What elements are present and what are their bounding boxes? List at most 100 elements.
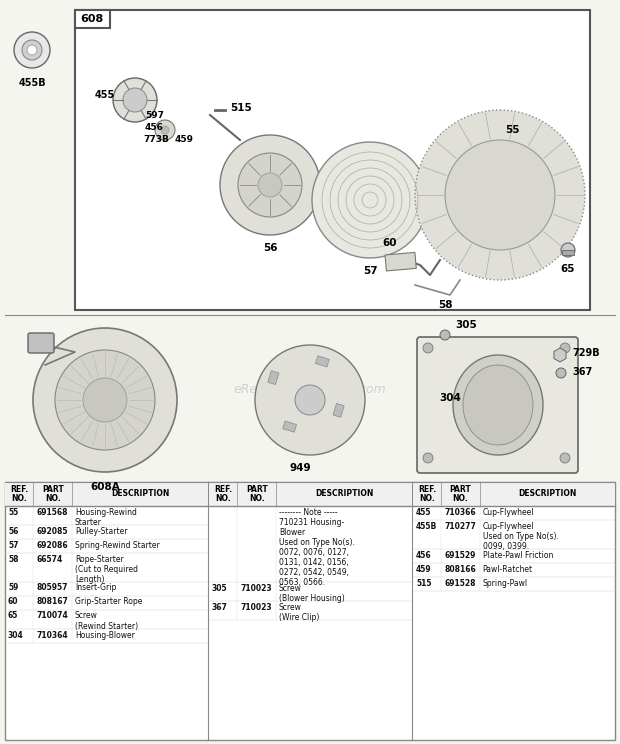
- Text: Screw
(Wire Clip): Screw (Wire Clip): [279, 603, 319, 622]
- Text: 455B: 455B: [416, 522, 437, 531]
- Text: 710074: 710074: [37, 612, 68, 620]
- Text: 58: 58: [8, 555, 19, 564]
- Text: DESCRIPTION: DESCRIPTION: [111, 490, 169, 498]
- Text: REF.
NO.: REF. NO.: [214, 484, 232, 504]
- Circle shape: [312, 142, 428, 258]
- Circle shape: [561, 243, 575, 257]
- Text: 367: 367: [572, 367, 592, 377]
- Bar: [5, 482, 208, 506]
- Text: 808167: 808167: [37, 597, 68, 606]
- Circle shape: [220, 135, 320, 235]
- Text: 691568: 691568: [37, 508, 68, 517]
- Ellipse shape: [453, 355, 543, 455]
- Text: 459: 459: [416, 565, 432, 574]
- Text: 515: 515: [416, 579, 432, 588]
- Circle shape: [155, 120, 175, 140]
- Text: 60: 60: [383, 238, 397, 248]
- Text: 691528: 691528: [445, 579, 476, 588]
- Text: 66574: 66574: [37, 555, 63, 564]
- Bar: [413, 482, 615, 506]
- Text: Grip-Starter Rope: Grip-Starter Rope: [75, 597, 143, 606]
- FancyBboxPatch shape: [417, 337, 578, 473]
- Text: 305: 305: [212, 584, 228, 593]
- Circle shape: [33, 328, 177, 472]
- Text: 710023: 710023: [241, 584, 272, 593]
- Text: PART
NO.: PART NO.: [246, 484, 268, 504]
- Ellipse shape: [463, 365, 533, 445]
- Text: 805957: 805957: [37, 583, 68, 592]
- Text: REF.
NO.: REF. NO.: [418, 484, 436, 504]
- Text: PART
NO.: PART NO.: [450, 484, 471, 504]
- Text: 305: 305: [455, 320, 477, 330]
- Bar: [5, 482, 615, 740]
- Text: 304: 304: [439, 393, 461, 403]
- Bar: [316, 356, 329, 367]
- Text: Plate-Pawl Friction: Plate-Pawl Friction: [482, 551, 553, 559]
- Text: eReplacementParts.com: eReplacementParts.com: [234, 383, 386, 397]
- Circle shape: [113, 78, 157, 122]
- Bar: [385, 252, 416, 271]
- Text: 57: 57: [363, 266, 378, 276]
- Circle shape: [423, 453, 433, 463]
- Text: 455: 455: [416, 508, 432, 517]
- Circle shape: [423, 343, 433, 353]
- Text: Insert-Grip: Insert-Grip: [75, 583, 117, 592]
- Bar: [75, 10, 110, 28]
- Text: 455B: 455B: [18, 78, 46, 88]
- Text: 459: 459: [175, 135, 194, 144]
- Circle shape: [445, 140, 555, 250]
- Text: 949: 949: [289, 463, 311, 473]
- Text: 56: 56: [8, 527, 19, 536]
- Bar: [268, 371, 279, 385]
- Circle shape: [560, 343, 570, 353]
- Bar: [283, 421, 296, 432]
- Text: 710364: 710364: [37, 630, 68, 640]
- Text: 59: 59: [8, 583, 19, 592]
- Text: 57: 57: [8, 541, 19, 550]
- Text: 304: 304: [8, 630, 24, 640]
- Bar: [562, 250, 574, 255]
- Text: 65: 65: [8, 612, 19, 620]
- Text: 808166: 808166: [445, 565, 476, 574]
- Circle shape: [22, 40, 42, 60]
- Circle shape: [55, 350, 155, 450]
- FancyBboxPatch shape: [28, 333, 54, 353]
- Text: 710277: 710277: [445, 522, 476, 531]
- Bar: [333, 403, 344, 417]
- Circle shape: [440, 330, 450, 340]
- Text: 55: 55: [505, 125, 520, 135]
- Text: 55: 55: [8, 508, 18, 517]
- Circle shape: [258, 173, 282, 197]
- Circle shape: [560, 453, 570, 463]
- Text: 456: 456: [416, 551, 432, 559]
- Text: Housing-Blower: Housing-Blower: [75, 630, 135, 640]
- Text: Cup-Flywheel
Used on Type No(s).
0099, 0399.: Cup-Flywheel Used on Type No(s). 0099, 0…: [482, 522, 559, 551]
- Text: 691529: 691529: [445, 551, 476, 559]
- Text: Screw
(Rewind Starter): Screw (Rewind Starter): [75, 612, 138, 631]
- Text: 710023: 710023: [241, 603, 272, 612]
- Text: Screw
(Blower Housing): Screw (Blower Housing): [279, 584, 345, 603]
- Text: 367: 367: [212, 603, 228, 612]
- Text: 58: 58: [438, 300, 452, 310]
- Text: 60: 60: [8, 597, 19, 606]
- Text: 773B: 773B: [143, 135, 169, 144]
- Text: 710366: 710366: [445, 508, 476, 517]
- Circle shape: [415, 110, 585, 280]
- Text: -------- Note -----
710231 Housing-
Blower
Used on Type No(s).
0072, 0076, 0127,: -------- Note ----- 710231 Housing- Blow…: [279, 508, 355, 587]
- Text: Spring-Pawl: Spring-Pawl: [482, 579, 528, 588]
- Text: 515: 515: [230, 103, 252, 113]
- Text: Pawl-Ratchet: Pawl-Ratchet: [482, 565, 533, 574]
- Text: Rope-Starter
(Cut to Required
Length): Rope-Starter (Cut to Required Length): [75, 555, 138, 584]
- Text: 692086: 692086: [37, 541, 68, 550]
- Circle shape: [161, 126, 169, 134]
- Circle shape: [123, 88, 147, 112]
- Text: 692085: 692085: [37, 527, 68, 536]
- Text: 608A: 608A: [90, 482, 120, 492]
- Text: 608: 608: [81, 14, 104, 24]
- Text: PART
NO.: PART NO.: [42, 484, 64, 504]
- Text: Cup-Flywheel: Cup-Flywheel: [482, 508, 534, 517]
- Text: 456: 456: [145, 123, 164, 132]
- Text: 597: 597: [145, 111, 164, 120]
- Bar: [209, 482, 412, 506]
- Text: 65: 65: [560, 264, 575, 274]
